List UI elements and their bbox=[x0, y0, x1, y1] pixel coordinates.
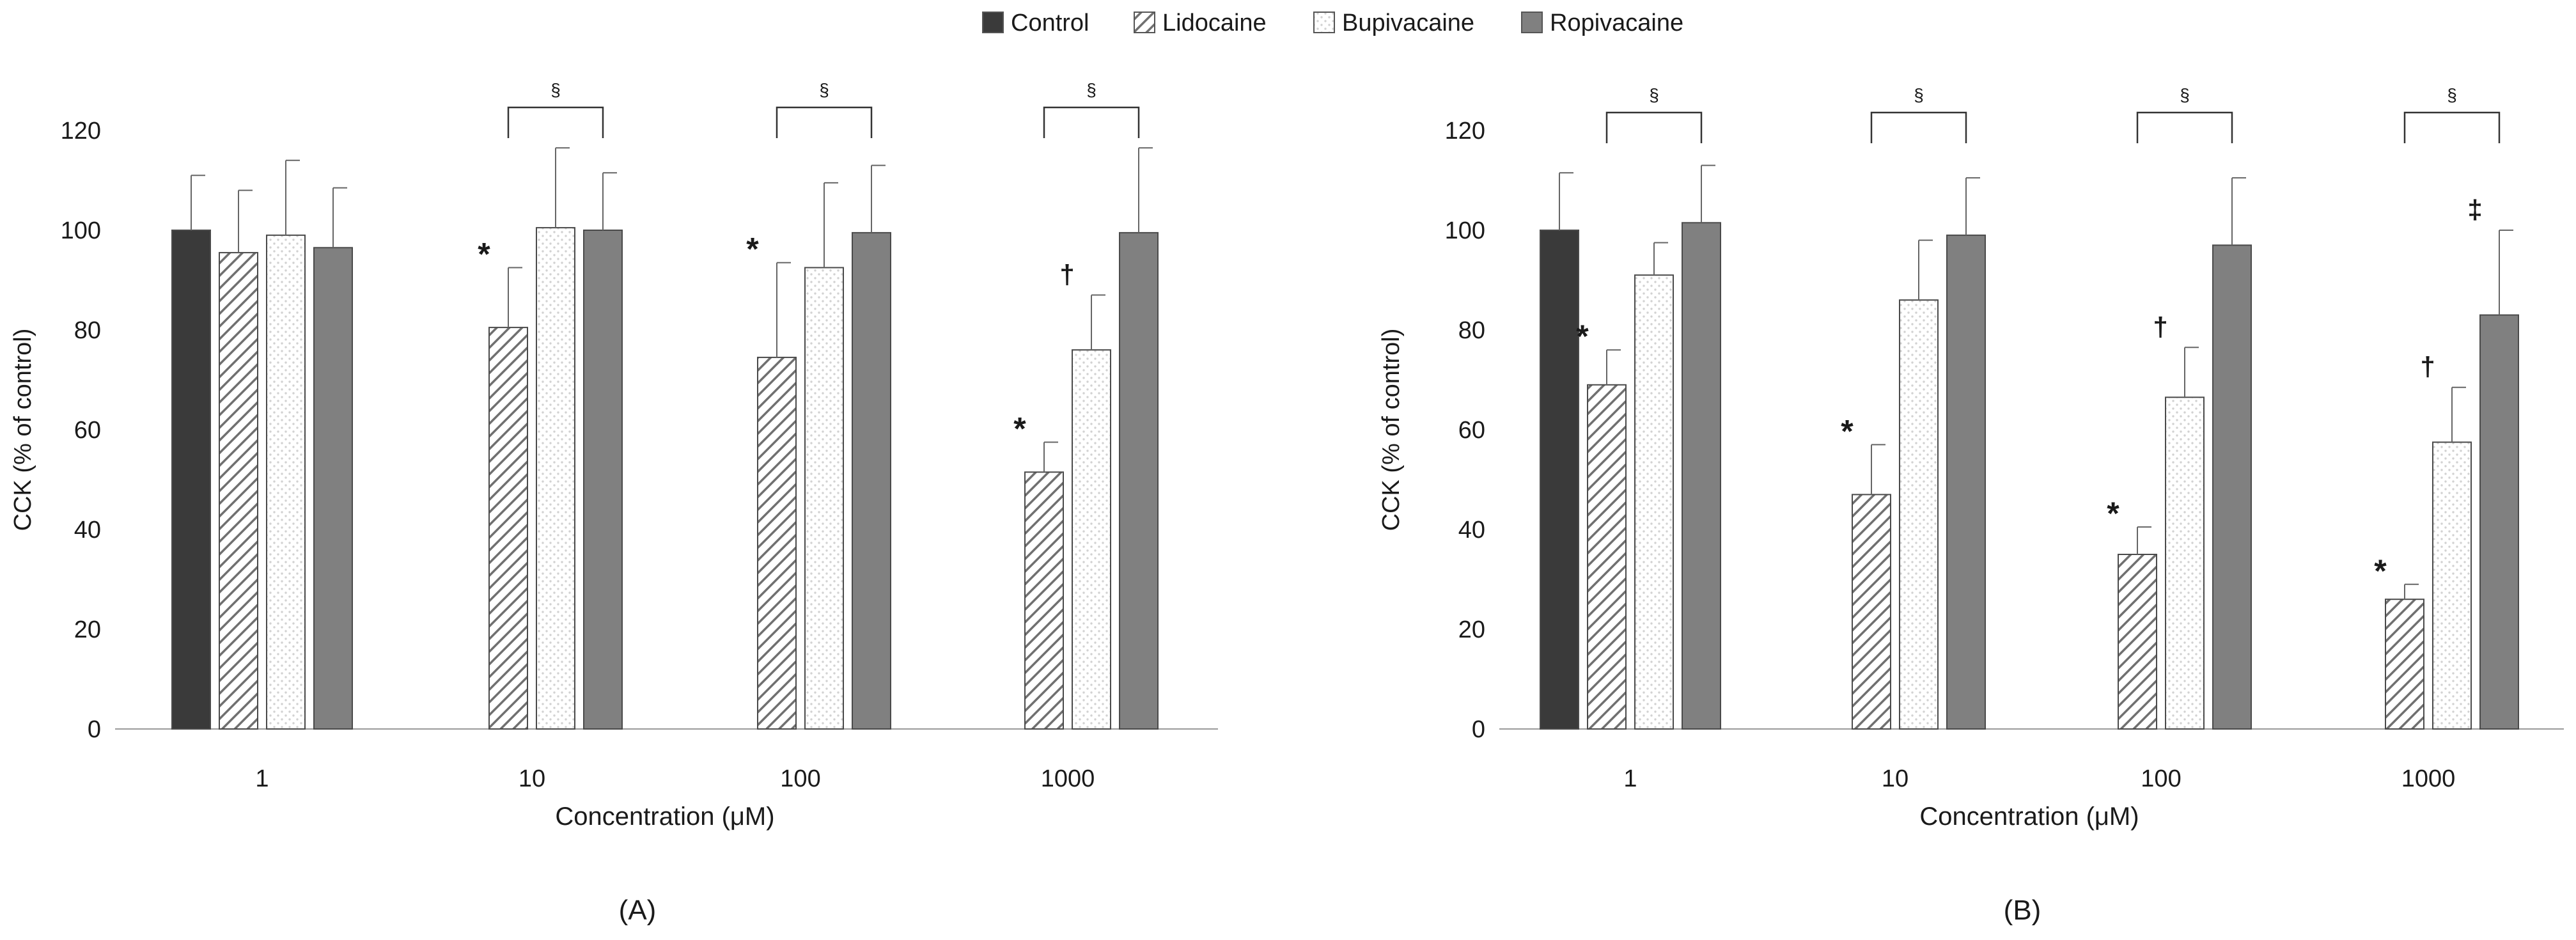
y-tick-label: 40 bbox=[1458, 517, 1485, 544]
bar-ropivacaine-100 bbox=[852, 231, 891, 730]
comparison-bracket bbox=[1605, 111, 1703, 143]
y-tick-label: 80 bbox=[74, 317, 101, 344]
bracket-mark: § bbox=[2180, 85, 2190, 105]
bar-ropivacaine-1 bbox=[1682, 222, 1721, 730]
comparison-bracket bbox=[1870, 111, 1967, 143]
x-tick-label: 1 bbox=[1623, 765, 1637, 792]
bracket-mark: § bbox=[1086, 80, 1097, 100]
bracket-mark: § bbox=[1649, 85, 1659, 105]
significance-mark: * bbox=[1013, 411, 1026, 447]
y-axis-title: CCK (% of control) bbox=[1378, 329, 1405, 531]
y-tick-label: 100 bbox=[61, 217, 101, 244]
y-tick-label: 100 bbox=[1445, 217, 1485, 244]
significance-mark: * bbox=[478, 237, 490, 272]
x-tick-label: 10 bbox=[1882, 765, 1909, 792]
bar-lidocaine-100 bbox=[2118, 554, 2157, 730]
legend-swatch-control bbox=[982, 12, 1004, 33]
x-tick-label: 100 bbox=[780, 765, 820, 792]
bar-bupivacaine-100 bbox=[804, 267, 844, 730]
legend-label-bupivacaine: Bupivacaine bbox=[1342, 10, 1474, 36]
y-tick-label: 120 bbox=[1445, 118, 1485, 145]
significance-mark: * bbox=[2107, 496, 2119, 531]
panel-a: 0 20 40 60 80 100 120 CCK (% of control) 1 10 100 1… bbox=[10, 80, 1218, 926]
y-tick-label: 0 bbox=[88, 716, 101, 743]
legend-label-ropivacaine: Ropivacaine bbox=[1550, 10, 1683, 36]
bracket-mark: § bbox=[819, 80, 829, 100]
bar-bupivacaine-10 bbox=[536, 227, 575, 730]
bar-bupivacaine-100 bbox=[2165, 396, 2205, 730]
y-tick-label: 80 bbox=[1458, 317, 1485, 344]
bar-lidocaine-1000 bbox=[1024, 471, 1064, 730]
bar-ropivacaine-10 bbox=[1946, 234, 1986, 730]
x-axis-title: Concentration (μM) bbox=[555, 803, 774, 831]
y-tick-label: 0 bbox=[1472, 716, 1485, 743]
legend-swatch-bupivacaine bbox=[1313, 12, 1335, 33]
comparison-bracket bbox=[776, 106, 873, 138]
legend-label-control: Control bbox=[1011, 10, 1089, 36]
significance-mark: † bbox=[2153, 311, 2167, 341]
significance-mark: * bbox=[746, 231, 759, 267]
bar-bupivacaine-1000 bbox=[1072, 349, 1111, 730]
y-tick-label: 120 bbox=[61, 118, 101, 145]
legend-swatch-lidocaine bbox=[1134, 12, 1155, 33]
panel-label: (A) bbox=[619, 895, 657, 926]
significance-mark: † bbox=[2420, 352, 2435, 382]
bar-lidocaine-1 bbox=[219, 252, 258, 730]
bar-lidocaine-10 bbox=[488, 327, 528, 730]
bar-lidocaine-10 bbox=[1852, 494, 1891, 730]
x-tick-label: 1000 bbox=[2401, 765, 2456, 792]
bar-bupivacaine-1 bbox=[266, 234, 306, 730]
x-axis-title: Concentration (μM) bbox=[1919, 803, 2139, 831]
x-tick-label: 1000 bbox=[1041, 765, 1095, 792]
y-tick-label: 20 bbox=[1458, 616, 1485, 643]
bar-ropivacaine-1 bbox=[313, 247, 353, 730]
comparison-bracket bbox=[1043, 106, 1140, 138]
x-tick-label: 1 bbox=[255, 765, 269, 792]
legend-swatch-ropivacaine bbox=[1521, 12, 1543, 33]
bar-control-1 bbox=[1540, 230, 1579, 730]
y-tick-label: 40 bbox=[74, 517, 101, 544]
significance-mark: * bbox=[1841, 413, 1854, 449]
bar-ropivacaine-100 bbox=[2212, 244, 2252, 730]
bracket-mark: § bbox=[550, 80, 561, 100]
bar-lidocaine-1000 bbox=[2385, 599, 2424, 730]
comparison-bracket bbox=[2136, 111, 2233, 143]
bar-bupivacaine-10 bbox=[1899, 299, 1939, 730]
significance-mark: * bbox=[2374, 553, 2387, 589]
panel-label: (B) bbox=[2004, 895, 2041, 926]
bar-ropivacaine-1000 bbox=[2479, 314, 2519, 730]
bracket-mark: § bbox=[2447, 85, 2457, 105]
legend: Control Lidocaine Bupivacaine Ropivacaine bbox=[982, 10, 1683, 36]
y-axis-title: CCK (% of control) bbox=[10, 329, 36, 531]
significance-mark: * bbox=[1576, 318, 1589, 354]
significance-mark: † bbox=[1059, 259, 1074, 289]
bar-ropivacaine-10 bbox=[583, 230, 623, 730]
bar-bupivacaine-1 bbox=[1634, 274, 1674, 730]
bar-lidocaine-1 bbox=[1587, 384, 1627, 730]
significance-mark: ‡ bbox=[2467, 194, 2482, 224]
x-tick-label: 10 bbox=[519, 765, 545, 792]
panel-b: 0 20 40 60 80 100 120 CCK (% of control) 1 10 100 1… bbox=[1378, 85, 2564, 926]
comparison-bracket bbox=[2403, 111, 2501, 143]
x-tick-label: 100 bbox=[2141, 765, 2181, 792]
bar-bupivacaine-1000 bbox=[2432, 441, 2472, 730]
bar-lidocaine-100 bbox=[757, 356, 797, 730]
y-tick-label: 60 bbox=[74, 417, 101, 444]
bar-ropivacaine-1000 bbox=[1119, 231, 1159, 730]
bracket-mark: § bbox=[1914, 85, 1924, 105]
legend-label-lidocaine: Lidocaine bbox=[1162, 10, 1267, 36]
comparison-bracket bbox=[507, 106, 604, 138]
y-tick-label: 60 bbox=[1458, 417, 1485, 444]
bar-control-1 bbox=[171, 230, 211, 730]
y-tick-label: 20 bbox=[74, 616, 101, 643]
